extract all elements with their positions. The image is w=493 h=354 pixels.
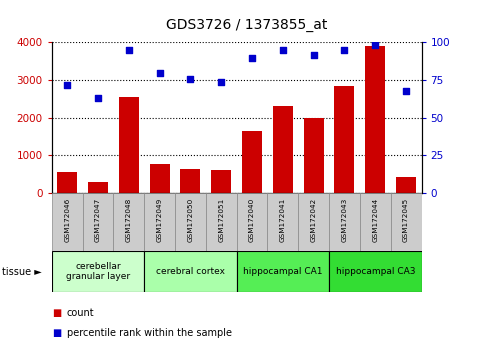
Text: GSM172042: GSM172042 [311,198,317,242]
Point [94,95,102,101]
FancyBboxPatch shape [52,251,144,292]
Point [156,70,164,75]
Bar [57,172,77,193]
Point [279,47,287,53]
Bar [334,86,354,193]
Text: GSM172046: GSM172046 [64,198,70,242]
Bar [242,131,262,193]
Text: GSM172043: GSM172043 [342,198,348,242]
Text: GSM172045: GSM172045 [403,198,409,242]
Text: tissue ►: tissue ► [2,267,42,277]
Text: cerebral cortex: cerebral cortex [156,267,225,276]
Text: GSM172044: GSM172044 [372,198,378,242]
FancyBboxPatch shape [298,193,329,251]
FancyBboxPatch shape [175,193,206,251]
FancyBboxPatch shape [206,193,237,251]
FancyBboxPatch shape [360,193,390,251]
FancyBboxPatch shape [144,193,175,251]
Bar [149,164,170,193]
Text: GSM172051: GSM172051 [218,198,224,242]
Text: GSM172047: GSM172047 [95,198,101,242]
Bar [88,182,108,193]
Point [310,52,317,57]
Bar [365,46,386,193]
Text: hippocampal CA3: hippocampal CA3 [336,267,415,276]
Point [341,47,349,53]
Text: percentile rank within the sample: percentile rank within the sample [67,328,232,338]
FancyBboxPatch shape [113,193,144,251]
Text: GSM172041: GSM172041 [280,198,286,242]
Text: GSM172050: GSM172050 [187,198,193,242]
Point [248,55,256,60]
Point [125,47,133,53]
Point [402,88,410,93]
Text: GSM172040: GSM172040 [249,198,255,242]
FancyBboxPatch shape [267,193,298,251]
Text: ■: ■ [52,328,61,338]
Bar [180,169,201,193]
Point [371,43,379,48]
FancyBboxPatch shape [52,193,83,251]
FancyBboxPatch shape [83,193,113,251]
Text: GDS3726 / 1373855_at: GDS3726 / 1373855_at [166,18,327,32]
Bar [119,97,139,193]
Bar [304,118,324,193]
FancyBboxPatch shape [237,193,267,251]
Text: cerebellar
granular layer: cerebellar granular layer [66,262,130,281]
Bar [273,105,293,193]
FancyBboxPatch shape [237,251,329,292]
Text: GSM172048: GSM172048 [126,198,132,242]
Point [186,76,194,81]
Text: GSM172049: GSM172049 [157,198,163,242]
Bar [396,177,416,193]
Point [63,82,71,87]
Text: hippocampal CA1: hippocampal CA1 [243,267,322,276]
FancyBboxPatch shape [329,193,360,251]
FancyBboxPatch shape [329,251,422,292]
Bar [211,170,231,193]
Point [217,79,225,84]
Text: count: count [67,308,94,318]
Text: ■: ■ [52,308,61,318]
FancyBboxPatch shape [144,251,237,292]
FancyBboxPatch shape [390,193,422,251]
